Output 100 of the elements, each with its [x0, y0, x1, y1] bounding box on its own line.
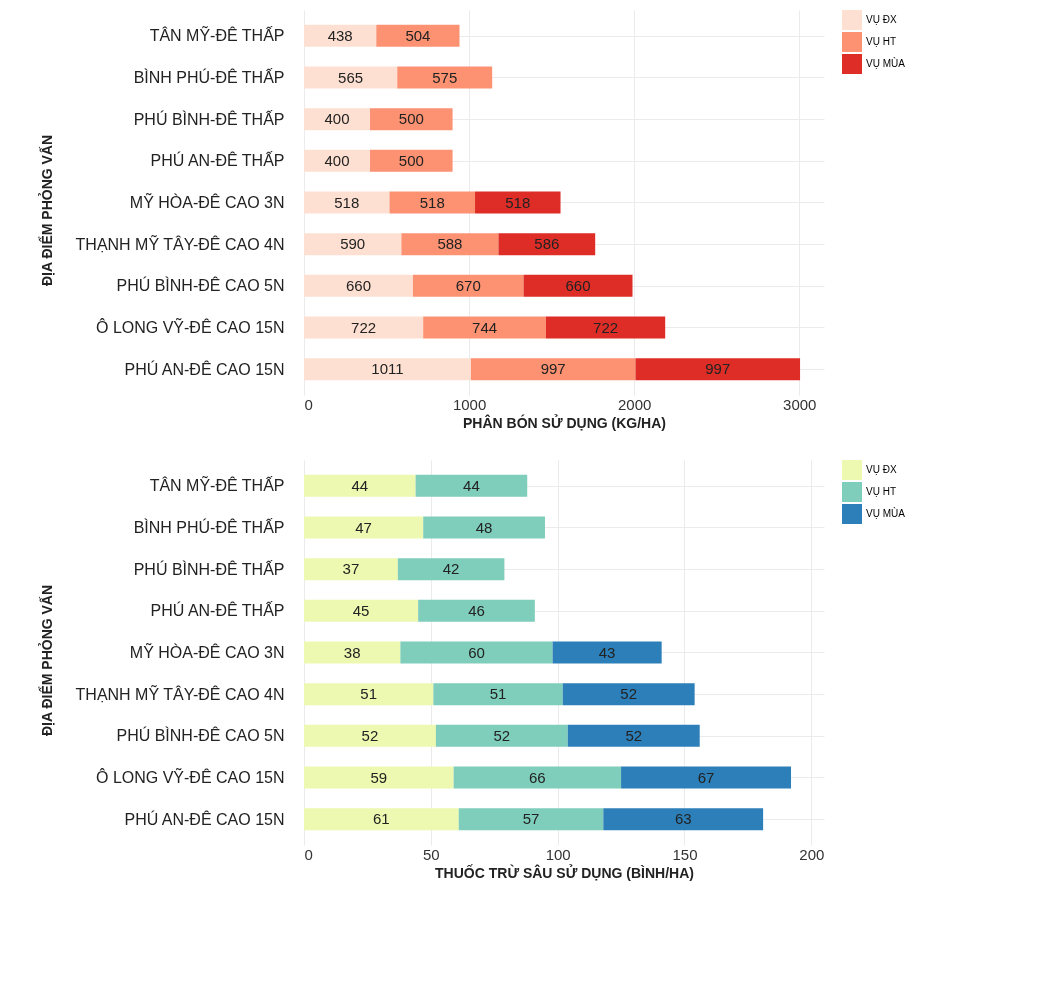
x-tick-label: 2000: [617, 395, 652, 413]
data-label: 722: [593, 318, 619, 336]
y-tick-label: Ô LONG VỸ-ĐÊ CAO 15N: [96, 767, 285, 786]
legend-label: VỤ MÙA: [866, 57, 906, 69]
data-label: 52: [493, 726, 511, 744]
data-label: 48: [475, 518, 493, 536]
y-tick-label: PHÚ BÌNH-ĐÊ THẤP: [133, 109, 285, 128]
data-label: 44: [351, 476, 369, 494]
bar: [418, 599, 535, 622]
data-label: 60: [468, 643, 485, 661]
bar: [304, 683, 434, 706]
data-label: 565: [338, 68, 364, 86]
bar: [453, 766, 622, 789]
y-tick-label: PHÚ AN-ĐÊ CAO 15N: [124, 809, 285, 828]
bar: [304, 558, 398, 581]
data-label: 1011: [371, 360, 404, 378]
bar: [423, 516, 545, 539]
y-tick-label: MỸ HÒA-ĐÊ CAO 3N: [129, 192, 285, 211]
y-tick-label: PHÚ AN-ĐÊ THẤP: [150, 151, 285, 170]
x-axis-title: THUỐC TRỪ SÂU SỬ DỤNG (BÌNH/HA): [435, 863, 694, 881]
bar: [603, 808, 764, 831]
data-label: 61: [373, 810, 390, 828]
data-label: 500: [398, 110, 424, 128]
data-label: 744: [472, 318, 498, 336]
y-tick-label: Ô LONG VỸ-ĐÊ CAO 15N: [96, 317, 285, 336]
data-label: 670: [455, 276, 481, 294]
bar: [552, 641, 662, 664]
data-label: 38: [343, 643, 361, 661]
x-axis-title: PHÂN BÓN SỬ DỤNG (KG/HA): [463, 413, 666, 431]
data-label: 47: [355, 518, 372, 536]
data-label: 52: [625, 726, 643, 744]
bar: [567, 724, 700, 747]
y-tick-label: MỸ HÒA-ĐÊ CAO 3N: [129, 642, 285, 661]
y-tick-label: PHÚ BÌNH-ĐÊ CAO 5N: [116, 726, 285, 745]
y-tick-label: THẠNH MỸ TÂY-ĐÊ CAO 4N: [75, 233, 285, 253]
data-label: 59: [370, 768, 388, 786]
legend-label: VỤ HT: [866, 486, 896, 497]
bar: [400, 641, 553, 664]
data-label: 500: [398, 151, 424, 169]
data-label: 997: [540, 360, 566, 378]
data-label: 660: [565, 276, 591, 294]
x-tick-label: 200: [799, 845, 825, 863]
data-label: 660: [345, 276, 371, 294]
bar: [415, 474, 528, 497]
bar: [304, 516, 424, 539]
bar: [304, 474, 416, 497]
y-tick-label: TÂN MỸ-ĐÊ THẤP: [149, 25, 285, 45]
y-tick-label: PHÚ AN-ĐÊ THẤP: [150, 601, 285, 620]
y-tick-label: PHÚ AN-ĐÊ CAO 15N: [124, 359, 285, 378]
y-axis-title: ĐỊA ĐIỂM PHỎNG VẤN: [37, 134, 55, 287]
x-tick-label: 50: [422, 845, 440, 863]
data-label: 400: [324, 151, 350, 169]
data-label: 590: [340, 235, 366, 253]
bar: [397, 558, 505, 581]
bar: [562, 683, 695, 706]
y-tick-label: PHÚ BÌNH-ĐÊ THẤP: [133, 559, 285, 578]
x-tick-label: 0: [304, 845, 313, 863]
y-axis-title: ĐỊA ĐIỂM PHỎNG VẤN: [37, 584, 55, 737]
legend-label: VỤ ĐX: [866, 464, 897, 475]
data-label: 46: [468, 601, 485, 619]
data-label: 43: [598, 643, 616, 661]
bar: [435, 724, 568, 747]
data-label: 67: [697, 768, 715, 786]
bar: [433, 683, 563, 706]
data-label: 45: [352, 601, 370, 619]
data-label: 575: [432, 68, 458, 86]
bar: [621, 766, 792, 789]
data-label: 44: [463, 476, 480, 494]
bar: [304, 808, 459, 831]
data-label: 66: [529, 768, 546, 786]
data-label: 63: [674, 810, 692, 828]
y-tick-label: BÌNH PHÚ-ĐÊ THẤP: [133, 68, 285, 86]
data-label: 52: [361, 726, 379, 744]
data-label: 518: [334, 193, 360, 211]
data-label: 52: [620, 685, 638, 703]
y-tick-label: TÂN MỸ-ĐÊ THẤP: [149, 475, 285, 495]
data-label: 51: [360, 685, 378, 703]
data-label: 51: [489, 685, 507, 703]
legend-label: VỤ MÙA: [866, 507, 906, 519]
data-label: 57: [522, 810, 540, 828]
bar: [304, 599, 419, 622]
data-label: 586: [534, 235, 560, 253]
x-tick-label: 3000: [783, 395, 817, 413]
y-tick-label: PHÚ BÌNH-ĐÊ CAO 5N: [116, 276, 285, 295]
bar: [304, 724, 436, 747]
data-label: 997: [705, 360, 731, 378]
data-label: 438: [327, 26, 353, 44]
y-tick-label: THẠNH MỸ TÂY-ĐÊ CAO 4N: [75, 683, 285, 703]
bar: [304, 766, 454, 789]
data-label: 518: [505, 193, 531, 211]
legend-label: VỤ HT: [866, 36, 896, 47]
data-label: 400: [324, 110, 350, 128]
bar: [304, 641, 401, 664]
data-label: 588: [437, 235, 463, 253]
y-tick-label: BÌNH PHÚ-ĐÊ THẤP: [133, 518, 285, 536]
data-label: 37: [342, 560, 360, 578]
legend-label: VỤ ĐX: [866, 14, 897, 25]
data-label: 518: [419, 193, 445, 211]
bar: [458, 808, 604, 831]
data-label: 504: [405, 26, 431, 44]
